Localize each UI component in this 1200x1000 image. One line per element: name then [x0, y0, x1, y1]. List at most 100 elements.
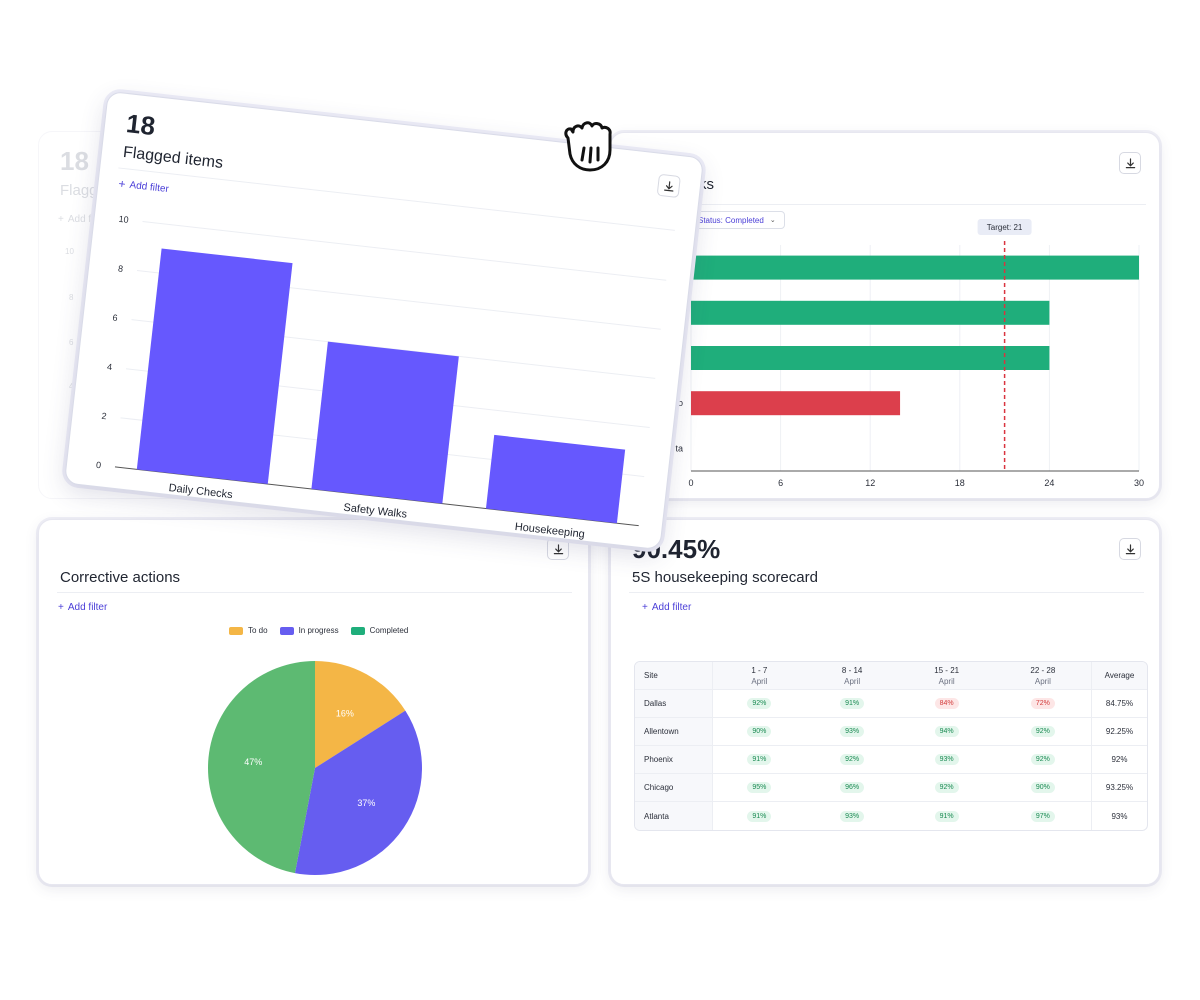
table-row[interactable]: Atlanta 91% 93% 91% 97% 93%	[635, 802, 1147, 830]
card-divider	[57, 592, 572, 593]
score-cell: 91%	[713, 746, 806, 774]
y-tick-label: 10	[118, 214, 129, 225]
score-cell: 90%	[994, 774, 1091, 802]
add-filter-button[interactable]: + Add filter	[58, 602, 107, 613]
column-header-week[interactable]: 1 - 7 April	[713, 662, 806, 690]
score-pill: 92%	[747, 698, 772, 709]
y-tick-label: 0	[96, 460, 102, 470]
slice-label: 16%	[336, 709, 354, 719]
download-icon	[553, 543, 563, 554]
column-header-week[interactable]: 22 - 28 April	[994, 662, 1091, 690]
pie-chart: 16% 37% 47%	[208, 661, 422, 875]
bar	[691, 346, 1050, 370]
score-pill: 90%	[747, 726, 772, 737]
average-cell: 92%	[1091, 746, 1147, 774]
score-pill: 91%	[840, 698, 865, 709]
y-tick-label: 8	[118, 263, 124, 273]
table-row[interactable]: Phoenix 91% 92% 93% 92% 92%	[635, 746, 1147, 774]
corrective-actions-card: Corrective actions + Add filter To do In…	[38, 519, 589, 885]
score-cell: 93%	[805, 718, 899, 746]
score-cell: 91%	[805, 690, 899, 718]
site-cell: Phoenix	[635, 746, 713, 774]
slice-label: 47%	[244, 757, 262, 767]
score-pill: 91%	[747, 754, 772, 765]
x-tick-label: 12	[865, 478, 875, 488]
download-icon	[1125, 157, 1135, 168]
site-cell: Allentown	[635, 718, 713, 746]
slice-label: 37%	[357, 798, 375, 808]
score-cell: 93%	[898, 746, 995, 774]
card-divider	[629, 592, 1144, 593]
plus-icon: +	[58, 214, 64, 225]
y-category-label: ta	[675, 443, 683, 453]
column-header-week[interactable]: 8 - 14 April	[805, 662, 899, 690]
add-filter-button[interactable]: + Add filter	[642, 602, 691, 613]
bar	[311, 341, 459, 504]
score-cell: 92%	[898, 774, 995, 802]
score-cell: 97%	[995, 802, 1091, 830]
average-cell: 93%	[1091, 802, 1147, 830]
download-button[interactable]	[1119, 538, 1141, 560]
flagged-items-card[interactable]: 18 Flagged items + Add filter 0 2 4 6 8 10 Dai…	[63, 90, 705, 551]
target-badge	[977, 219, 1032, 235]
score-pill: 94%	[934, 726, 959, 737]
ghost-ytick: 10	[65, 247, 74, 256]
target-label: Target: 21	[987, 223, 1023, 232]
legend-label: To do	[248, 626, 268, 635]
site-cell: Atlanta	[635, 802, 713, 830]
column-header-week[interactable]: 15 - 21 April	[898, 662, 995, 690]
x-tick-label: 30	[1134, 478, 1144, 488]
ghost-ytick: 8	[69, 293, 74, 302]
ghost-add-filter: + Add fi	[58, 214, 93, 225]
table-row[interactable]: Allentown 90% 93% 94% 92% 92.25%	[635, 718, 1147, 746]
pie-legend: To do In progress Completed	[229, 626, 408, 635]
score-pill: 72%	[1030, 698, 1055, 709]
y-tick-label: 4	[107, 362, 113, 372]
score-cell: 90%	[713, 718, 806, 746]
score-pill: 93%	[840, 810, 865, 822]
ghost-ytick: 4	[69, 382, 74, 391]
score-cell: 92%	[994, 746, 1091, 774]
table-row[interactable]: Dallas 92% 91% 84% 72% 84.75%	[635, 690, 1147, 718]
score-cell: 84%	[898, 690, 995, 718]
legend-item-completed[interactable]: Completed	[350, 626, 408, 635]
x-tick-label: 24	[1044, 478, 1054, 488]
score-pill: 93%	[840, 726, 865, 737]
download-button[interactable]	[1119, 152, 1141, 174]
average-cell: 84.75%	[1091, 690, 1147, 718]
completed-checks-card: ks Status: Completed ⌄ 0 6 12 18 24 30 o ta Targ…	[610, 132, 1160, 499]
table-row[interactable]: Chicago 95% 96% 92% 90% 93.25%	[635, 774, 1147, 802]
scorecard-table: Site 1 - 7 April 8 - 14 April 15 - 21 April…	[634, 661, 1148, 831]
x-category-label: Safety Walks	[343, 502, 408, 521]
card-divider	[691, 204, 1146, 205]
ghost-count: 18	[60, 146, 89, 176]
card-title-fragment: ks	[699, 176, 714, 193]
score-pill: 92%	[1030, 754, 1055, 765]
score-cell: 92%	[805, 746, 899, 774]
grab-hand-icon	[564, 121, 612, 172]
score-cell: 94%	[898, 718, 995, 746]
y-tick-label: 6	[112, 313, 118, 323]
legend-item-todo[interactable]: To do	[229, 626, 268, 635]
legend-item-in-progress[interactable]: In progress	[279, 626, 339, 635]
add-filter-label: Add filter	[651, 602, 692, 613]
score-pill: 95%	[747, 782, 772, 793]
chevron-down-icon: ⌄	[769, 217, 776, 224]
score-pill: 92%	[840, 754, 865, 765]
x-tick-label: 18	[955, 478, 965, 488]
add-filter-label: Add filter	[67, 602, 108, 613]
column-header-average[interactable]: Average	[1091, 662, 1147, 690]
score-pill: 91%	[934, 810, 959, 822]
pie-slice	[294, 710, 422, 875]
download-icon	[663, 180, 674, 192]
gridline	[142, 220, 667, 281]
score-cell: 95%	[713, 774, 806, 802]
score-pill: 93%	[934, 754, 959, 765]
table-header-row: Site 1 - 7 April 8 - 14 April 15 - 21 April…	[635, 662, 1147, 690]
download-button[interactable]	[656, 173, 681, 199]
score-cell: 96%	[805, 774, 899, 802]
status-filter-label: Status: Completed	[698, 215, 764, 225]
column-header-site[interactable]: Site	[635, 662, 713, 690]
score-pill: 84%	[934, 698, 959, 709]
